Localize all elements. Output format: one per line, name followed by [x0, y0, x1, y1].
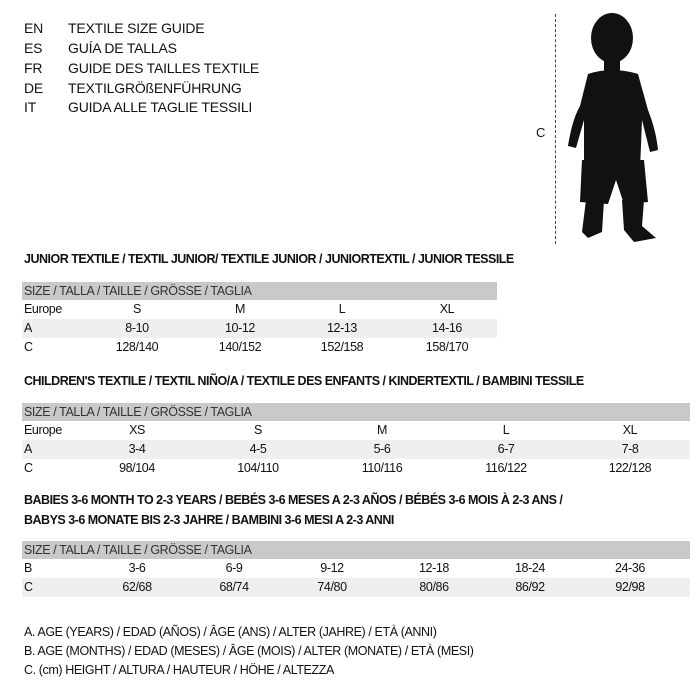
height-dashed-line	[555, 14, 556, 244]
table-cell: 122/128	[608, 461, 652, 475]
table-cell: 4-5	[249, 442, 267, 456]
table-row: C 62/68 68/74 74/80 80/86 86/92 92/98	[22, 578, 690, 597]
table-cell: 7-8	[621, 442, 639, 456]
legend-height: C. (cm) HEIGHT / ALTURA / HAUTEUR / HÖHE…	[24, 663, 334, 677]
row-label: A	[24, 442, 32, 456]
table-row: C 98/104 104/110 110/116 116/122 122/128	[22, 459, 690, 478]
table-cell: 5-6	[373, 442, 391, 456]
language-item: ES GUÍA DE TALLAS	[24, 40, 177, 56]
row-label: C	[24, 580, 33, 594]
row-label: Europe	[24, 302, 62, 316]
table-cell: 10-12	[225, 321, 255, 335]
table-row: A 8-10 10-12 12-13 14-16	[22, 319, 497, 338]
table-cell: L	[338, 302, 346, 316]
language-item: DE TEXTILGRÖßENFÜHRUNG	[24, 80, 242, 96]
language-item: EN TEXTILE SIZE GUIDE	[24, 20, 205, 36]
table-cell: 6-9	[225, 561, 243, 575]
language-item: FR GUIDE DES TAILLES TEXTILE	[24, 60, 259, 76]
table-cell: 9-12	[320, 561, 344, 575]
language-item: IT GUIDA ALLE TAGLIE TESSILI	[24, 99, 252, 115]
table-cell: XL	[622, 423, 638, 437]
language-code: ES	[24, 40, 43, 56]
table-header: SIZE / TALLA / TAILLE / GRÖSSE / TAGLIA	[22, 541, 690, 559]
table-cell: 68/74	[219, 580, 249, 594]
babies-section-title-line1: BABIES 3-6 MONTH TO 2-3 YEARS / BEBÉS 3-…	[24, 493, 563, 507]
table-cell: L	[502, 423, 510, 437]
table-row: Europe XS S M L XL	[22, 421, 690, 440]
babies-section-title-line2: BABYS 3-6 MONATE BIS 2-3 JAHRE / BAMBINI…	[24, 513, 394, 527]
table-cell: 116/122	[485, 461, 527, 475]
table-cell: 24-36	[615, 561, 645, 575]
language-code: IT	[24, 99, 37, 115]
table-row: Europe S M L XL	[22, 300, 497, 319]
table-row: B 3-6 6-9 9-12 12-18 18-24 24-36	[22, 559, 690, 578]
table-cell: 12-13	[327, 321, 357, 335]
legend-age-months: B. AGE (MONTHS) / EDAD (MESES) / ÂGE (MO…	[24, 644, 474, 658]
table-cell: 110/116	[361, 461, 403, 475]
table-cell: 8-10	[125, 321, 149, 335]
language-label: GUIDA ALLE TAGLIE TESSILI	[68, 99, 253, 115]
table-cell: 86/92	[515, 580, 545, 594]
table-header: SIZE / TALLA / TAILLE / GRÖSSE / TAGLIA	[22, 282, 497, 300]
table-header: SIZE / TALLA / TAILLE / GRÖSSE / TAGLIA	[22, 403, 690, 421]
language-label: TEXTILGRÖßENFÜHRUNG	[68, 80, 242, 96]
table-cell: M	[234, 302, 246, 316]
table-cell: 18-24	[515, 561, 545, 575]
table-cell: 104/110	[237, 461, 279, 475]
table-cell: XL	[439, 302, 455, 316]
height-label: C	[536, 125, 545, 140]
row-label: A	[24, 321, 32, 335]
table-cell: S	[254, 423, 262, 437]
junior-size-table: SIZE / TALLA / TAILLE / GRÖSSE / TAGLIA …	[22, 282, 497, 357]
table-cell: 92/98	[615, 580, 645, 594]
language-code: EN	[24, 20, 44, 36]
legend-age-years: A. AGE (YEARS) / EDAD (AÑOS) / ÂGE (ANS)…	[24, 625, 437, 639]
table-cell: XS	[129, 423, 145, 437]
row-label: C	[24, 461, 33, 475]
table-cell: 6-7	[497, 442, 515, 456]
row-label: Europe	[24, 423, 62, 437]
row-label: B	[24, 561, 32, 575]
table-cell: 62/68	[122, 580, 152, 594]
table-cell: 80/86	[419, 580, 449, 594]
table-cell: M	[376, 423, 388, 437]
children-section-title: CHILDREN'S TEXTILE / TEXTIL NIÑO/A / TEX…	[24, 374, 584, 388]
table-cell: 14-16	[432, 321, 462, 335]
table-cell: 98/104	[119, 461, 155, 475]
children-size-table: SIZE / TALLA / TAILLE / GRÖSSE / TAGLIA …	[22, 403, 690, 478]
language-label: GUÍA DE TALLAS	[68, 40, 177, 56]
table-cell: 3-4	[128, 442, 146, 456]
baby-silhouette-icon	[568, 13, 658, 242]
table-cell: 74/80	[317, 580, 347, 594]
language-label: GUIDE DES TAILLES TEXTILE	[68, 60, 260, 76]
language-label: TEXTILE SIZE GUIDE	[68, 20, 205, 36]
table-cell: 3-6	[128, 561, 146, 575]
table-cell: 12-18	[419, 561, 449, 575]
table-cell: S	[133, 302, 141, 316]
table-cell: 140/152	[218, 340, 262, 354]
row-label: C	[24, 340, 33, 354]
language-code: FR	[24, 60, 43, 76]
language-code: DE	[24, 80, 44, 96]
table-cell: 158/170	[425, 340, 469, 354]
table-row: C 128/140 140/152 152/158 158/170	[22, 338, 497, 357]
junior-section-title: JUNIOR TEXTILE / TEXTIL JUNIOR/ TEXTILE …	[24, 252, 514, 266]
table-row: A 3-4 4-5 5-6 6-7 7-8	[22, 440, 690, 459]
babies-size-table: SIZE / TALLA / TAILLE / GRÖSSE / TAGLIA …	[22, 541, 690, 597]
table-cell: 128/140	[115, 340, 159, 354]
table-cell: 152/158	[320, 340, 364, 354]
